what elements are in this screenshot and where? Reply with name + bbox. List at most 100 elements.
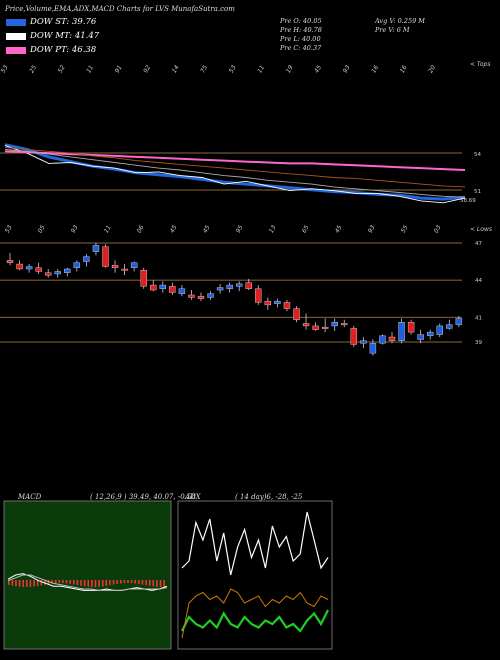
ema-series-line xyxy=(4,145,466,204)
candle-body xyxy=(45,272,52,276)
ema-top-date-label: 52 xyxy=(57,64,67,74)
legend-dow-mt-swatch xyxy=(6,32,26,40)
macd-signal-line xyxy=(7,574,168,591)
macd-histogram-bar xyxy=(22,580,24,587)
candle-body xyxy=(226,284,233,289)
candle-body xyxy=(417,334,424,340)
adx-minus-di xyxy=(181,588,329,639)
ema-top-date-label: 75 xyxy=(199,64,209,74)
macd-histogram-bar xyxy=(163,580,165,587)
ema-bottom-date-label: 05 xyxy=(37,224,47,234)
macd-title: MACD xyxy=(18,493,42,501)
adx-params: ( 14 day)6, -28, -25 xyxy=(235,493,303,501)
ema-top-date-label: 91 xyxy=(114,64,124,74)
macd-histogram-bar xyxy=(44,580,46,585)
ema-bottom-date-label: 45 xyxy=(334,224,344,234)
ema-top-date-label: 25 xyxy=(28,64,38,74)
candle-body xyxy=(388,336,396,341)
macd-histogram-bar xyxy=(116,580,118,584)
macd-histogram-bar xyxy=(94,580,97,587)
candle-body xyxy=(83,256,90,262)
ema-bottom-date-label: 06 xyxy=(136,224,146,234)
candle-body xyxy=(293,308,300,320)
macd-histogram-bar xyxy=(120,580,122,584)
candle-body xyxy=(140,270,147,287)
chart-header: Price,Volume,EMA,ADX,MACD Charts for LVS… xyxy=(5,5,235,13)
candle-body xyxy=(197,296,205,299)
ema-bottom-date-label: 95 xyxy=(235,224,245,234)
price-level-label: 44 xyxy=(475,278,482,284)
candle-body xyxy=(16,263,23,270)
macd-histogram-bar xyxy=(15,580,17,587)
macd-histogram-bar xyxy=(58,580,61,584)
candle-body xyxy=(111,265,119,268)
macd-histogram-bar xyxy=(76,580,79,586)
candle-body xyxy=(398,322,405,341)
legend-dow-mt: DOW MT: 41.47 xyxy=(6,31,99,41)
macd-histogram-bar xyxy=(156,580,158,587)
candle-body xyxy=(150,284,157,291)
price-panel-tag: < Lows xyxy=(470,226,492,233)
candle-body xyxy=(264,300,272,306)
macd-histogram-bar xyxy=(11,580,14,586)
ema-top-date-label: 92 xyxy=(142,64,152,74)
ema-level-label: 51 xyxy=(474,189,481,195)
candle-body xyxy=(446,324,453,329)
ohlc-high: Pre H: 40.78 xyxy=(280,26,322,34)
ema-top-date-label: 11 xyxy=(256,64,266,74)
candle-body xyxy=(188,294,195,298)
macd-histogram-bar xyxy=(134,580,136,584)
legend-dow-st-label: DOW ST: 39.76 xyxy=(30,17,97,27)
candle-body xyxy=(407,322,415,333)
ohlc-close: Pre C: 40.37 xyxy=(280,44,322,52)
macd-histogram-bar xyxy=(62,580,64,584)
candle-body xyxy=(73,262,81,268)
candle-body xyxy=(360,340,367,344)
macd-histogram-bar xyxy=(145,580,147,586)
candle-body xyxy=(283,302,291,309)
ema-bottom-date-label: 93 xyxy=(70,224,80,234)
macd-histogram-bar xyxy=(152,580,155,587)
ema-top-date-label: 45 xyxy=(313,64,323,74)
ema-top-date-label: 19 xyxy=(285,64,295,74)
ema-level-label: 54 xyxy=(474,152,481,158)
ohlc-volume: Pre V: 6 M xyxy=(375,26,410,34)
candle-body xyxy=(121,268,128,271)
legend-dow-mt-label: DOW MT: 41.47 xyxy=(30,31,100,41)
ema-series-line xyxy=(4,150,466,171)
ema-bottom-date-label: 65 xyxy=(301,224,311,234)
candle-body xyxy=(331,322,338,327)
ema-top-date-label: 11 xyxy=(85,64,95,74)
macd-histogram-bar xyxy=(83,580,86,587)
candle-body xyxy=(6,260,14,264)
candle-body xyxy=(207,293,214,298)
macd-histogram-bar xyxy=(29,580,32,587)
candle-body xyxy=(54,271,61,275)
ema-bottom-date-label: 11 xyxy=(103,224,113,234)
macd-histogram-bar xyxy=(112,580,115,585)
macd-macd-line xyxy=(7,573,168,591)
ema-bottom-date-label: 45 xyxy=(169,224,179,234)
ema-bottom-date-label: 55 xyxy=(400,224,410,234)
macd-histogram-bar xyxy=(130,580,133,584)
ema-bottom-date-label: 93 xyxy=(367,224,377,234)
ema-top-date-label: 93 xyxy=(342,64,352,74)
candle-body xyxy=(235,283,243,287)
ema-top-date-label: 16 xyxy=(399,64,409,74)
ema-level-label: 58.69 xyxy=(460,198,476,204)
candle-body xyxy=(427,331,434,337)
candle-body xyxy=(178,288,186,294)
macd-histogram-bar xyxy=(87,580,89,587)
candle-body xyxy=(92,245,100,252)
macd-histogram-bar xyxy=(51,580,53,584)
macd-histogram-bar xyxy=(123,580,126,584)
legend-dow-st-swatch xyxy=(6,18,26,26)
ema-series-line xyxy=(4,148,466,198)
price-level-label: 39 xyxy=(475,340,482,346)
candle-body xyxy=(436,325,443,335)
macd-histogram-bar xyxy=(26,580,28,587)
macd-histogram-bar xyxy=(54,580,57,584)
macd-params: ( 12,26,9 ) 39.49, 40.07, -0.58 xyxy=(90,493,196,501)
candle-body xyxy=(216,287,224,291)
macd-histogram-bar xyxy=(65,580,68,584)
